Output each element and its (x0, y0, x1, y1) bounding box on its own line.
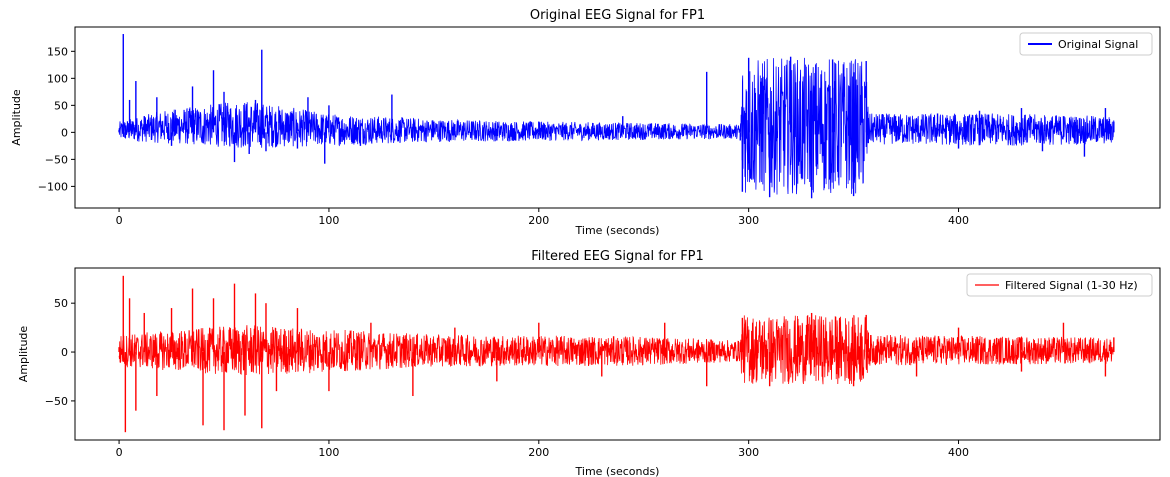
x-axis-label: Time (seconds) (575, 465, 660, 477)
x-tick-label: 0 (116, 446, 123, 459)
y-tick-label: 50 (54, 297, 68, 310)
series-line (118, 57, 1115, 195)
filtered-signal-panel: Filtered EEG Signal for FP1 0 100 200 300 400… (17, 249, 1161, 477)
series-line (118, 314, 1115, 385)
y-tick-label: −50 (45, 395, 68, 408)
legend-box (1019, 32, 1153, 56)
x-tick-label: 400 (948, 214, 969, 227)
plot-frame (74, 26, 1161, 209)
y-tick-label: −100 (38, 180, 68, 193)
y-axis-label: Amplitude (10, 89, 23, 146)
x-tick-label: 100 (318, 214, 339, 227)
y-axis-label: Amplitude (17, 326, 30, 383)
x-tick-label: 400 (948, 446, 969, 459)
legend-label: Filtered Signal (1-30 Hz) (1005, 279, 1138, 292)
x-tick-label: 0 (116, 214, 123, 227)
x-tick-label: 100 (318, 446, 339, 459)
legend: Filtered Signal (1-30 Hz) (966, 273, 1153, 297)
legend-label: Original Signal (1058, 38, 1138, 51)
original-signal-panel: Original EEG Signal for FP1 0 100 200 300 400… (10, 8, 1161, 237)
x-tick-label: 300 (738, 446, 759, 459)
x-tick-label: 200 (528, 214, 549, 227)
x-axis-label: Time (seconds) (575, 224, 660, 237)
y-tick-label: 150 (47, 45, 68, 58)
y-tick-label: −50 (45, 153, 68, 166)
legend-box (966, 273, 1153, 297)
y-tick-label: 50 (54, 99, 68, 112)
legend: Original Signal (1019, 32, 1153, 56)
chart-title: Original EEG Signal for FP1 (530, 8, 705, 23)
plot-frame (74, 267, 1161, 441)
chart-title: Filtered EEG Signal for FP1 (531, 249, 704, 264)
y-tick-label: 0 (61, 126, 68, 139)
x-tick-label: 200 (528, 446, 549, 459)
x-tick-label: 300 (738, 214, 759, 227)
y-tick-label: 100 (47, 72, 68, 85)
y-tick-label: 0 (61, 346, 68, 359)
